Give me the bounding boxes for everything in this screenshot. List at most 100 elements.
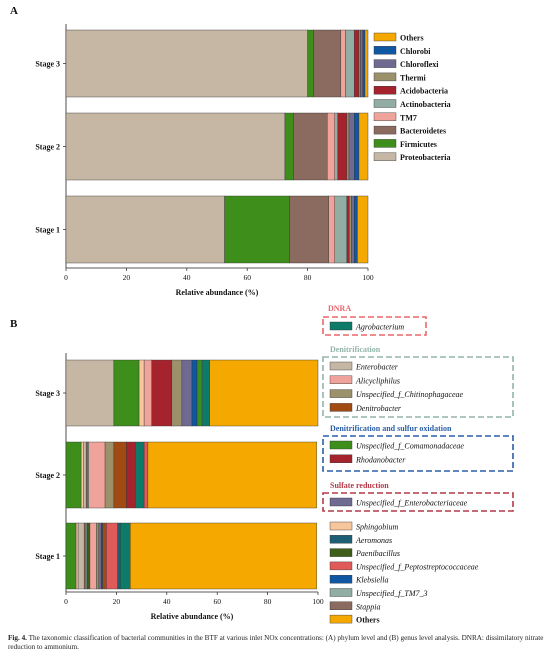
- legend-a-label: Firmicutes: [400, 140, 437, 149]
- panel-a-category-label: Stage 2: [35, 143, 60, 152]
- legend-a-swatch: [373, 99, 397, 108]
- panel-a-bar-segment: [284, 112, 294, 181]
- panel-a-bar-segment: [340, 29, 346, 98]
- legend-a-swatch: [373, 125, 397, 135]
- legend-a-label: Others: [400, 34, 424, 43]
- legend-a-label: Acidobacteria: [400, 87, 448, 96]
- legend-b-group-title: Denitrification: [330, 345, 381, 354]
- legend-b-swatch: [329, 535, 353, 544]
- panel-a-bar-segment: [307, 29, 314, 98]
- panel-a-bar-segment: [346, 195, 350, 264]
- legend-b-label: Klebsiella: [355, 576, 388, 585]
- panel-b-bar-segment: [106, 522, 118, 590]
- legend-b-label: Agrobacterium: [355, 323, 404, 332]
- panel-a-bar-segment: [349, 195, 352, 264]
- legend-b-label: Stappia: [356, 602, 380, 611]
- panel-b-bar-segment: [135, 441, 145, 509]
- legend-a-label: Thermi: [400, 73, 427, 82]
- panel-a-bar-segment: [334, 112, 338, 181]
- panel-b-category-label: Stage 2: [35, 471, 60, 480]
- legend-b-label: Enterobacter: [355, 363, 399, 372]
- legend-a-swatch: [373, 32, 397, 42]
- legend-b-swatch: [329, 588, 353, 597]
- panel-b-x-tick-label: 40: [163, 597, 171, 606]
- panel-a-category-label: Stage 1: [35, 226, 60, 235]
- panel-b-category-label: Stage 3: [35, 389, 60, 398]
- legend-b-swatch: [329, 521, 353, 531]
- panel-b-bar-segment: [88, 441, 106, 509]
- panel-a-bar-segment: [354, 29, 360, 98]
- panel-b-x-tick-label: 60: [213, 597, 221, 606]
- panel-a-bar-segment: [327, 112, 335, 181]
- panel-a-bar-segment: [293, 112, 328, 181]
- legend-a-swatch: [373, 59, 397, 68]
- legend-b-label: Unspecified_f_Enterobacteriaceae: [356, 499, 468, 508]
- panel-a-bar-segment: [345, 29, 355, 98]
- panel-a-x-tick-label: 20: [123, 273, 131, 282]
- panel-b-bar-segment: [65, 522, 77, 590]
- panel-a-x-tick-label: 40: [183, 273, 191, 282]
- panel-b-bar-segment: [196, 359, 203, 427]
- legend-b-group-box: [322, 492, 514, 512]
- panel-b-bar-segment: [181, 359, 193, 427]
- legend-b-label: Aeromonas: [355, 536, 392, 545]
- panel-b-bar-segment: [113, 359, 140, 427]
- panel-b-bar-segment: [87, 522, 91, 590]
- legend-b-swatch: [329, 440, 353, 450]
- panel-b-panel-letter: B: [10, 318, 18, 330]
- legend-a-swatch: [373, 72, 397, 82]
- legend-b-group-title: Sulfate reduction: [330, 481, 389, 490]
- panel-b-bar-segment: [75, 522, 79, 590]
- panel-a-bar-segment: [354, 112, 360, 181]
- panel-a-bar-segment: [334, 195, 348, 264]
- panel-b-bar-segment: [191, 359, 198, 427]
- panel-a-x-tick-label: 80: [304, 273, 312, 282]
- panel-b-bar-segment: [201, 359, 210, 427]
- legend-a-label: TM7: [400, 113, 417, 122]
- panel-b-bar-segment: [65, 359, 115, 427]
- legend-a-swatch: [373, 139, 397, 148]
- legend-a-label: Bacteroidetes: [400, 127, 446, 136]
- panel-a-x-axis-label: Relative abundance (%): [176, 288, 259, 297]
- panel-a-bar-segment: [313, 29, 342, 98]
- legend-b-swatch: [329, 361, 353, 371]
- legend-b-swatch: [329, 403, 353, 412]
- panel-a-bar-segment: [65, 112, 286, 181]
- panel-a-x-tick-label: 100: [362, 273, 374, 282]
- panel-a-x-tick-label: 0: [64, 273, 68, 282]
- legend-a-swatch: [373, 112, 397, 122]
- legend-a-swatch: [373, 152, 397, 161]
- panel-b-bar-segment: [119, 522, 131, 590]
- panel-a-bar-segment: [65, 29, 308, 98]
- panel-b-x-tick-label: 100: [312, 597, 324, 606]
- legend-a-label: Actinobacteria: [400, 100, 451, 109]
- panel-a-bar-segment: [328, 195, 335, 264]
- panel-b-bar-segment: [104, 441, 115, 509]
- legend-b-swatch: [329, 601, 353, 610]
- panel-a-bar-segment: [360, 29, 364, 98]
- panel-a-bar-segment: [65, 195, 225, 264]
- panel-b-x-tick-label: 80: [264, 597, 272, 606]
- legend-b-group-title: Denitrification and sulfur oxidation: [330, 424, 452, 433]
- panel-a-bar-segment: [348, 112, 355, 181]
- legend-b-label: Rhodanobacter: [355, 455, 406, 464]
- panel-b-bar-segment: [130, 522, 317, 590]
- panel-a-bar-segment: [351, 195, 355, 264]
- panel-a-bar-segment: [337, 112, 348, 181]
- panel-b-x-tick-label: 20: [113, 597, 121, 606]
- panel-b-bar-segment: [209, 359, 319, 427]
- panel-a-bar-segment: [289, 195, 329, 264]
- legend-b-group-title: DNRA: [328, 304, 351, 313]
- panel-a-bar-segment: [358, 112, 369, 181]
- panel-a-bar-segment: [346, 112, 350, 181]
- panel-b-bar-segment: [102, 522, 107, 590]
- caption-label: Fig. 4.: [8, 634, 27, 642]
- panel-a-panel-letter: A: [10, 5, 18, 17]
- panel-a-bar-segment: [362, 29, 366, 98]
- panel-b-bar-segment: [89, 522, 97, 590]
- legend-b-label: Unspecified_f_TM7_3: [356, 589, 428, 598]
- panel-b-bar-segment: [138, 359, 145, 427]
- legend-b-swatch: [329, 321, 353, 331]
- legend-b-label: Sphingobium: [356, 523, 398, 532]
- legend-a-label: Chloroflexi: [400, 60, 439, 69]
